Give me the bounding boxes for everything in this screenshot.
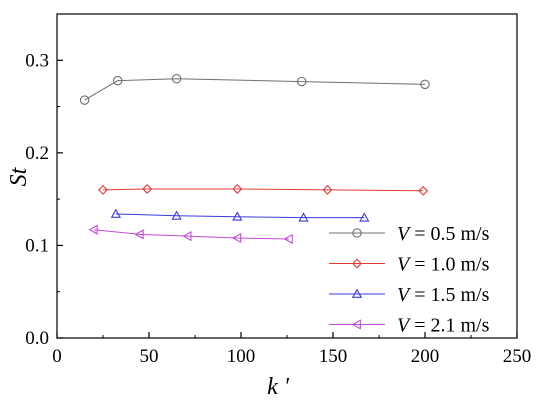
x-tick-label: 100 bbox=[227, 346, 256, 367]
legend-marker bbox=[352, 258, 362, 269]
legend-item: V = 0.5 m/s bbox=[329, 223, 490, 245]
y-tick-label: 0.2 bbox=[25, 143, 49, 164]
data-point bbox=[298, 212, 309, 222]
x-tick-label: 50 bbox=[140, 346, 159, 367]
axis-ticks bbox=[56, 13, 518, 339]
legend-marker bbox=[351, 319, 361, 330]
y-tick-label: 0.0 bbox=[25, 328, 49, 349]
series-1 bbox=[79, 74, 430, 105]
tick-labels: 0 50 100 150 200 250 0.0 0.1 0.2 0.3 bbox=[25, 50, 531, 367]
data-point bbox=[420, 79, 430, 90]
y-tick-label: 0.3 bbox=[25, 50, 49, 71]
legend-marker bbox=[352, 228, 362, 238]
series-line bbox=[115, 213, 365, 219]
legend-label: V = 2.1 m/s bbox=[397, 315, 490, 337]
data-point bbox=[171, 74, 182, 84]
data-point bbox=[359, 212, 370, 222]
series-3 bbox=[110, 208, 370, 222]
y-axis-title: St bbox=[6, 166, 32, 186]
data-point bbox=[232, 183, 243, 194]
legend: V = 0.5 m/s V = 1.0 m/s V = 1.5 m/s V = 2.1… bbox=[329, 223, 490, 337]
y-tick-label: 0.1 bbox=[25, 235, 49, 256]
x-tick-label: 0 bbox=[52, 346, 62, 367]
data-point bbox=[142, 183, 153, 194]
data-point bbox=[182, 231, 192, 242]
data-point bbox=[112, 75, 123, 86]
legend-marker bbox=[351, 288, 363, 298]
series-layer bbox=[79, 74, 430, 245]
series-line bbox=[84, 78, 426, 101]
x-tick-label: 200 bbox=[411, 346, 440, 367]
data-point bbox=[232, 211, 243, 221]
data-point bbox=[98, 184, 108, 195]
legend-label: V = 0.5 m/s bbox=[397, 223, 490, 245]
legend-item: V = 2.1 m/s bbox=[329, 315, 490, 337]
data-point bbox=[322, 184, 333, 195]
data-point bbox=[418, 185, 429, 196]
x-axis-title: k ' bbox=[267, 374, 290, 400]
series-4 bbox=[88, 224, 293, 245]
data-point bbox=[283, 233, 293, 245]
legend-label: V = 1.5 m/s bbox=[397, 284, 490, 306]
data-point bbox=[231, 232, 242, 244]
series-line bbox=[102, 188, 424, 192]
legend-item: V = 1.5 m/s bbox=[329, 284, 490, 306]
data-point bbox=[296, 76, 307, 87]
series-2 bbox=[98, 183, 429, 196]
data-point bbox=[110, 208, 122, 218]
data-point bbox=[171, 210, 182, 220]
series-line bbox=[93, 229, 289, 240]
x-tick-label: 250 bbox=[503, 346, 532, 367]
legend-item: V = 1.0 m/s bbox=[329, 254, 490, 276]
legend-label: V = 1.0 m/s bbox=[397, 254, 490, 276]
data-point bbox=[88, 224, 98, 235]
data-point bbox=[134, 229, 144, 240]
data-point bbox=[79, 95, 90, 105]
x-tick-label: 150 bbox=[319, 346, 348, 367]
